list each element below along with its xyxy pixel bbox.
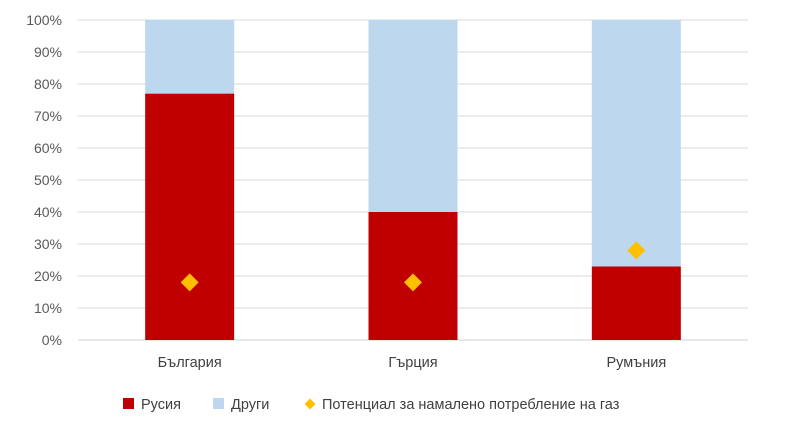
legend-diamond-icon [304, 398, 316, 410]
legend-swatch-icon [123, 398, 134, 409]
bar-segment [591, 20, 681, 267]
y-tick-label: 100% [26, 12, 62, 28]
legend-label: Потенциал за намалено потребление на газ [322, 397, 620, 413]
bars [145, 20, 681, 340]
y-tick-label: 30% [34, 236, 62, 252]
bar-segment [145, 93, 235, 340]
diamond-marker [404, 273, 422, 292]
y-axis: 0% 10% 20% 30% 40% 50% 60% 70% 80% 90% 100% [26, 12, 62, 348]
diamond-marker [627, 241, 646, 260]
x-tick-label: Румъния [606, 355, 666, 371]
legend-label: Други [231, 397, 269, 413]
bar-segment [591, 266, 681, 340]
markers [180, 241, 646, 292]
y-tick-label: 70% [34, 108, 62, 124]
y-tick-label: 50% [34, 172, 62, 188]
y-tick-label: 90% [34, 44, 62, 60]
y-tick-label: 0% [42, 332, 62, 348]
x-tick-label: Гърция [388, 355, 437, 371]
y-tick-label: 40% [34, 204, 62, 220]
x-tick-label: България [158, 355, 222, 371]
legend: Русия Други Потенциал за намалено потребле… [123, 397, 620, 413]
bar-segment [145, 20, 235, 94]
diamond-marker [180, 273, 199, 292]
y-tick-label: 80% [34, 76, 62, 92]
legend-label: Русия [141, 397, 181, 413]
y-tick-label: 60% [34, 140, 62, 156]
bar-segment [368, 20, 458, 212]
x-axis: България Гърция Румъния [158, 355, 667, 371]
legend-swatch-icon [213, 398, 224, 409]
y-tick-label: 10% [34, 300, 62, 316]
y-tick-label: 20% [34, 268, 62, 284]
